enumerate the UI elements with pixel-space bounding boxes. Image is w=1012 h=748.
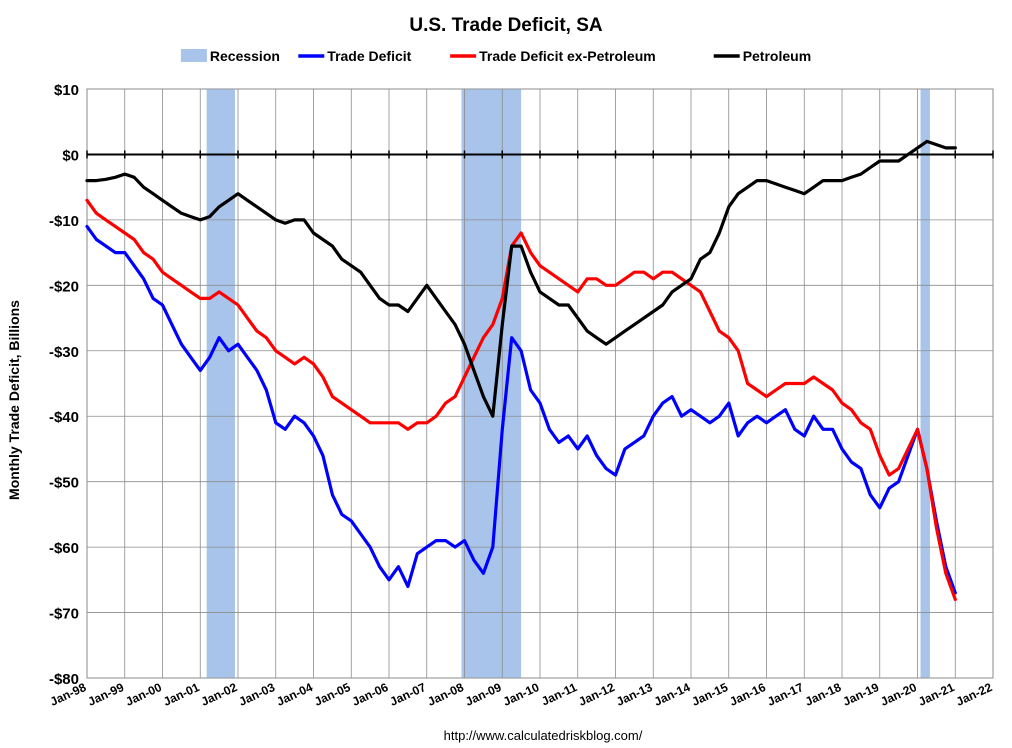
- x-tick-label: Jan-04: [274, 680, 315, 709]
- recession-band-2: [461, 89, 522, 678]
- x-tick-label: Jan-19: [841, 680, 882, 709]
- y-tick-label: -$80: [49, 671, 79, 688]
- x-tick-label: Jan-99: [86, 680, 127, 709]
- legend-swatch-recession: [180, 49, 207, 62]
- y-tick-label: $10: [54, 82, 79, 99]
- x-tick-label: Jan-01: [161, 680, 202, 709]
- recession-band-1: [206, 89, 235, 678]
- y-tick-label: -$50: [49, 475, 79, 492]
- x-tick-label: Jan-00: [123, 680, 164, 709]
- series-line-trade-deficit-ex-petroleum: [85, 198, 957, 602]
- legend-label: Recession: [210, 48, 280, 64]
- series-line-trade-deficit: [85, 224, 957, 595]
- x-tick-label: Jan-02: [199, 680, 240, 709]
- x-tick-label: Jan-13: [614, 680, 655, 709]
- x-tick-label: Jan-09: [463, 680, 504, 709]
- x-tick-label: Jan-11: [539, 680, 579, 709]
- x-tick-label: Jan-06: [350, 680, 391, 709]
- x-tick-label: Jan-20: [878, 680, 919, 709]
- y-tick-label: -$10: [49, 213, 79, 230]
- x-tick-label: Jan-18: [803, 680, 844, 709]
- x-tick-label: Jan-21: [916, 680, 957, 709]
- x-tick-label: Jan-17: [765, 680, 806, 709]
- series-line-petroleum: [85, 139, 957, 418]
- recession-band-3: [920, 89, 930, 678]
- plot-area: $10 $0 -$10 -$20 -$30 -$40 -$50 -$60 -$70 -$80 Jan…: [48, 82, 995, 709]
- x-tick-label: Jan-14: [652, 680, 693, 709]
- y-tick-label: -$70: [49, 606, 79, 623]
- x-tick-label: Jan-15: [690, 680, 731, 709]
- x-tick-label: Jan-08: [425, 680, 466, 709]
- legend-label: Trade Deficit ex-Petroleum: [479, 48, 656, 64]
- x-tick-label: Jan-12: [576, 680, 617, 709]
- x-tick-label: Jan-03: [237, 680, 278, 709]
- source-url: http://www.calculatedriskblog.com/: [444, 728, 643, 743]
- y-tick-label: -$60: [49, 540, 79, 557]
- legend-label: Trade Deficit: [327, 48, 411, 64]
- y-tick-label: -$20: [49, 278, 79, 295]
- chart-title: U.S. Trade Deficit, SA: [409, 15, 602, 36]
- legend: Recession Trade Deficit Trade Deficit ex-P…: [180, 48, 811, 64]
- y-tick-label: -$30: [49, 344, 79, 361]
- x-tick-label: Jan-05: [312, 680, 353, 709]
- x-tick-label: Jan-10: [501, 680, 542, 709]
- x-tick-label: Jan-07: [388, 680, 429, 709]
- x-tick-label: Jan-16: [727, 680, 768, 709]
- legend-label: Petroleum: [743, 48, 811, 64]
- x-tick-label: Jan-22: [954, 680, 995, 709]
- y-axis-label: Monthly Trade Deficit, Billions: [6, 300, 22, 500]
- y-tick-label: $0: [62, 147, 79, 164]
- y-tick-label: -$40: [49, 409, 79, 426]
